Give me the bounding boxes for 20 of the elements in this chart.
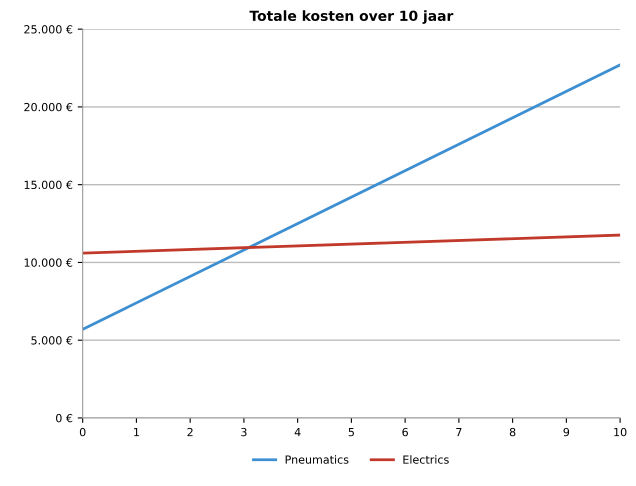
x-tick-label: 8 bbox=[510, 428, 516, 436]
y-tick-label: 20.000 € bbox=[24, 102, 72, 112]
chart-title: Totale kosten over 10 jaar bbox=[250, 10, 454, 24]
x-tick-label: 0 bbox=[80, 428, 86, 436]
x-tick-label: 2 bbox=[187, 428, 193, 436]
y-tick-label: 25.000 € bbox=[24, 25, 72, 34]
x-tick-label: 1 bbox=[134, 428, 139, 436]
legend-label: Electrics bbox=[403, 455, 449, 464]
x-tick-label: 10 bbox=[614, 428, 626, 436]
x-tick-label: 5 bbox=[348, 428, 354, 436]
x-tick-label: 7 bbox=[456, 428, 462, 436]
y-tick-label: 10.000 € bbox=[24, 258, 72, 267]
y-tick-label: 15.000 € bbox=[24, 180, 72, 190]
x-tick-label: 9 bbox=[564, 428, 570, 436]
y-tick-label: 5.000 € bbox=[31, 336, 72, 345]
x-tick-label: 3 bbox=[241, 428, 247, 436]
y-tick-label: 0 € bbox=[56, 414, 72, 422]
x-tick-label: 6 bbox=[402, 428, 408, 436]
legend-label: Pneumatics bbox=[286, 455, 348, 464]
x-tick-label: 4 bbox=[294, 428, 301, 436]
